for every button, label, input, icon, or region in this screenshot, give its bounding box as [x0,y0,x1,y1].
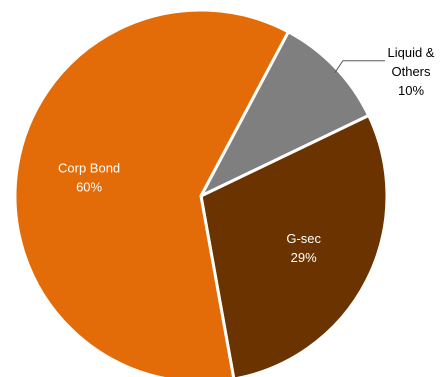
data-label-liquid-others: Liquid & Others 10% [388,45,435,98]
data-labels: Liquid & Others 10% G-sec 29% Corp Bond 60% [58,45,435,265]
data-label-g-sec: G-sec 29% [286,231,321,265]
data-label-name: Corp Bond [58,161,120,176]
data-label-name: Liquid & [388,45,435,60]
data-label-value: 29% [291,250,317,265]
data-label-corp-bond: Corp Bond 60% [58,161,120,195]
pie-slice-liquid-others [199,30,371,198]
data-label-value: 10% [398,83,424,98]
pie-slice-g-sec [199,114,389,377]
data-label-name: Others [391,64,431,79]
leader-lines [334,60,385,73]
pie-slices [13,8,389,377]
data-label-name: G-sec [286,231,321,246]
pie-slice-corp-bond [13,8,290,377]
leader-line-liquid-others [334,60,385,73]
data-label-value: 60% [76,180,102,195]
